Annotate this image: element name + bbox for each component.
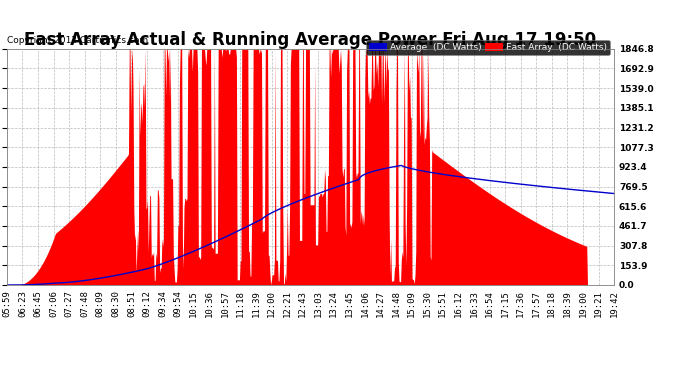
Legend: Average  (DC Watts), East Array  (DC Watts): Average (DC Watts), East Array (DC Watts…	[366, 40, 609, 55]
Title: East Array Actual & Running Average Power Fri Aug 17 19:50: East Array Actual & Running Average Powe…	[24, 31, 597, 49]
Text: Copyright 2012 Cartronics.com: Copyright 2012 Cartronics.com	[7, 36, 148, 45]
